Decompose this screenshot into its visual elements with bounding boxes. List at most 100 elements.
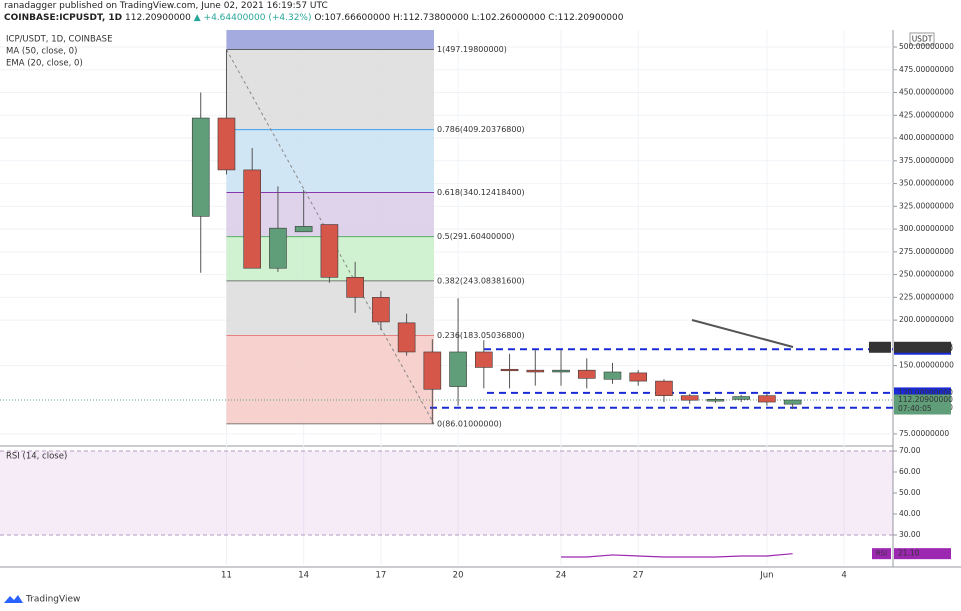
currency: USDT xyxy=(912,35,933,44)
fib-label: 1(497.19800000) xyxy=(437,45,507,54)
fib-trend-line xyxy=(226,49,435,425)
rsi-tick-label: 40.00 xyxy=(899,509,921,518)
rsi-tick-label: 70.00 xyxy=(899,446,921,455)
fib-label: 0.382(243.08381600) xyxy=(437,276,525,285)
y-tick-label: 375.00000000 xyxy=(899,156,954,165)
candle-body xyxy=(732,396,750,400)
legend-ma: MA (50, close, 0) xyxy=(6,47,77,57)
x-tick-label: 27 xyxy=(633,571,644,581)
fib-band xyxy=(226,49,434,130)
x-tick-label: 11 xyxy=(221,571,232,581)
ohlc: O:107.66600000 H:112.73800000 L:102.2600… xyxy=(314,13,624,23)
x-tick-label: 17 xyxy=(375,571,386,581)
y-tick-label: 425.00000000 xyxy=(899,110,954,119)
ema-label: 170.15400418 xyxy=(898,342,953,351)
price: 112.20900000 xyxy=(125,13,191,23)
last-price: 112.20900000 xyxy=(898,395,953,404)
y-tick-label: 225.00000000 xyxy=(899,292,954,301)
candle-body xyxy=(500,368,519,372)
y-tick-label: 300.00000000 xyxy=(899,224,954,233)
x-tick-label: Jun xyxy=(759,571,773,581)
candle-body xyxy=(423,351,442,390)
y-tick-label: 250.00000000 xyxy=(899,270,954,279)
level-box xyxy=(894,387,951,399)
candle-body xyxy=(706,399,725,402)
rsi-value: 21.10 xyxy=(898,549,920,558)
candle-body xyxy=(526,369,545,373)
candle-body xyxy=(397,322,416,353)
published: ranadagger published on TradingView.com,… xyxy=(4,1,328,11)
trend-arrow xyxy=(691,319,794,348)
candle-body xyxy=(655,380,673,396)
rsi-title: RSI (14, close) xyxy=(6,452,67,462)
last-price-box xyxy=(894,394,951,415)
candle-body xyxy=(680,395,699,401)
rsi-value-box xyxy=(894,548,951,560)
rsi-tag-box xyxy=(872,548,891,560)
countdown: 07:40:05 xyxy=(898,404,932,413)
y-tick-label: 75.00000000 xyxy=(899,429,949,438)
candle-body xyxy=(294,226,313,233)
brand: TradingView xyxy=(25,595,80,605)
candle-body xyxy=(783,399,802,405)
rsi-tick-label: 60.00 xyxy=(899,467,921,476)
y-tick-label: 500.00000000 xyxy=(899,42,954,51)
y-tick-label: 150.00000000 xyxy=(899,361,954,370)
candle-body xyxy=(372,297,390,323)
fib-label: 0.236(183.05036800) xyxy=(437,331,525,340)
y-tick-label: 450.00000000 xyxy=(899,88,954,97)
y-tick-label: 350.00000000 xyxy=(899,179,954,188)
rsi-tick-label: 30.00 xyxy=(899,530,921,539)
fib-label: 0.618(340.12418400) xyxy=(437,188,525,197)
fib-label: 0(86.01000000) xyxy=(437,419,502,428)
ema-tag: EMA xyxy=(872,343,887,351)
quote-line: COINBASE:ICPUSDT, 1D 112.20900000 ▲ +4.6… xyxy=(4,12,623,24)
candle-body xyxy=(629,372,648,382)
background-layer xyxy=(0,30,893,565)
symbol: COINBASE:ICPUSDT, 1D xyxy=(4,13,123,23)
fib-label: 0.786(409.20376800) xyxy=(437,125,525,134)
level-label: 120.00000000 xyxy=(898,388,953,397)
foreground-layer xyxy=(191,49,893,558)
candle-body xyxy=(552,369,570,373)
candle-body xyxy=(577,369,596,379)
rsi-tag: RSI xyxy=(876,550,887,558)
ema-box xyxy=(894,341,951,353)
y-tick-label: 400.00000000 xyxy=(899,133,954,142)
candle-body xyxy=(243,169,262,269)
candle-body xyxy=(269,227,287,269)
candle-body xyxy=(475,351,493,368)
candle-body xyxy=(758,395,776,403)
rsi-line xyxy=(561,553,793,558)
legend-symbol: ICP/USDT, 1D, COINBASE xyxy=(6,35,112,45)
rsi-band xyxy=(0,450,893,535)
candle-body xyxy=(603,371,622,380)
y-tick-label: 200.00000000 xyxy=(899,315,954,324)
candle-body xyxy=(191,117,210,217)
logo-icon xyxy=(4,595,23,603)
ema-tag-box xyxy=(869,341,891,353)
rsi-tick-label: 50.00 xyxy=(899,488,921,497)
header: ranadagger published on TradingView.com,… xyxy=(4,0,623,24)
y-tick-label: 325.00000000 xyxy=(899,201,954,210)
x-tick-label: 24 xyxy=(556,571,567,581)
x-tick-label: 14 xyxy=(298,571,309,581)
logo: TradingView xyxy=(4,595,80,605)
y-tick-label: 275.00000000 xyxy=(899,247,954,256)
candle-body xyxy=(346,277,364,298)
legend-ema: EMA (20, close, 0) xyxy=(6,59,83,69)
fib-extension-band xyxy=(226,30,434,50)
currency-box xyxy=(909,32,935,46)
candle-body xyxy=(449,351,467,387)
x-tick-label: 20 xyxy=(453,571,464,581)
fib-band xyxy=(226,129,434,193)
candle-body xyxy=(320,224,339,278)
change: ▲ +4.64400000 (+4.32%) xyxy=(193,13,312,23)
candle-body xyxy=(217,117,236,171)
x-tick-label: 4 xyxy=(841,571,846,581)
y-tick-label: 475.00000000 xyxy=(899,65,954,74)
fib-label: 0.5(291.60400000) xyxy=(437,232,515,241)
